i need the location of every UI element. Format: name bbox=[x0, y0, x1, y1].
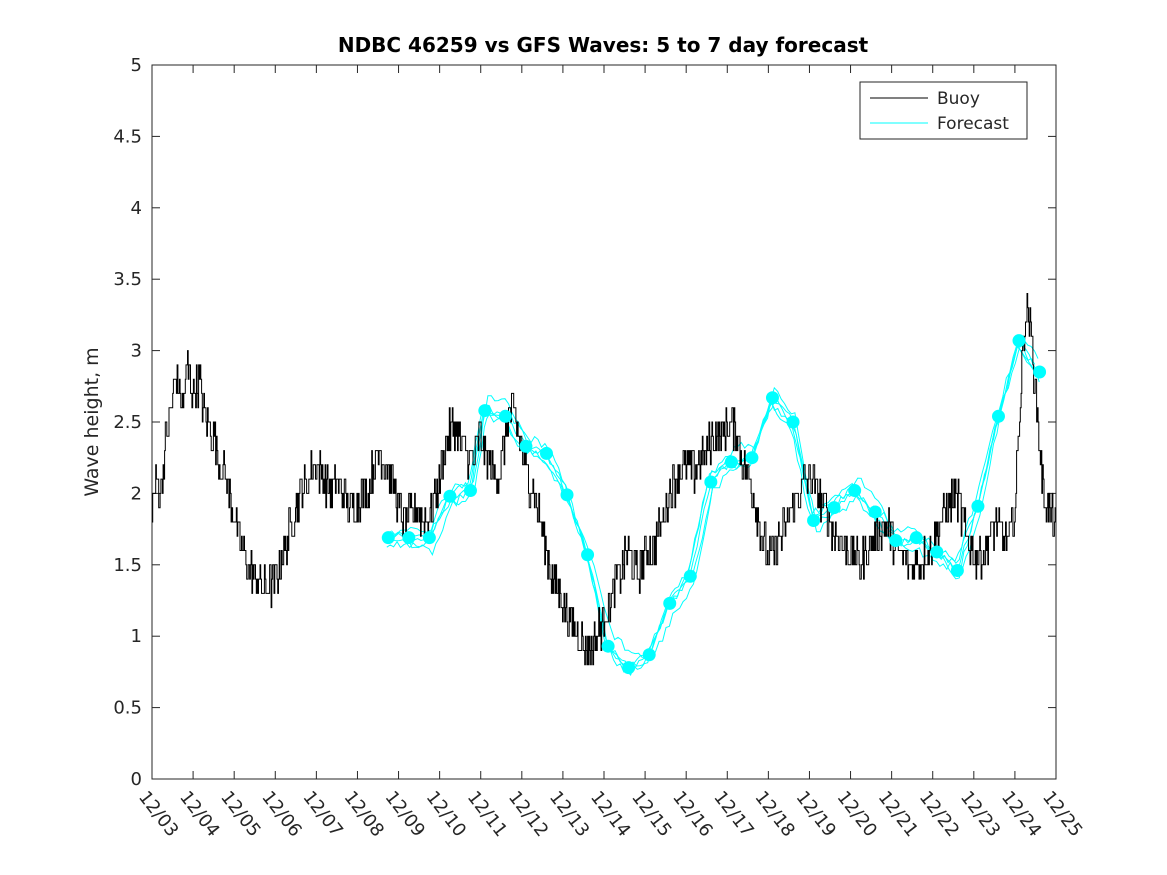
legend-box bbox=[859, 81, 1028, 140]
forecast-point bbox=[848, 484, 862, 498]
forecast-point bbox=[704, 475, 718, 489]
forecast-point bbox=[909, 531, 923, 545]
forecast-point bbox=[539, 446, 553, 460]
forecast-point bbox=[889, 534, 903, 548]
y-tick-label: 2 bbox=[131, 483, 142, 504]
forecast-point bbox=[1012, 334, 1026, 348]
forecast-point bbox=[745, 451, 759, 465]
chart-title: NDBC 46259 vs GFS Waves: 5 to 7 day fore… bbox=[338, 33, 869, 57]
forecast-point bbox=[422, 531, 436, 545]
forecast-point bbox=[601, 639, 615, 653]
forecast-point bbox=[868, 505, 882, 519]
forecast-point bbox=[724, 455, 738, 469]
forecast-point bbox=[519, 439, 533, 453]
y-tick-label: 4 bbox=[131, 198, 142, 219]
forecast-point bbox=[642, 648, 656, 662]
forecast-point bbox=[663, 596, 677, 610]
buoy-line bbox=[152, 293, 1056, 666]
forecast-point bbox=[827, 501, 841, 515]
forecast-point bbox=[463, 484, 477, 498]
y-axis-label: Wave height, m bbox=[81, 347, 103, 496]
forecast-point bbox=[478, 404, 492, 418]
legend-forecast-label: Forecast bbox=[937, 114, 1009, 134]
y-tick-label: 3.5 bbox=[113, 269, 142, 290]
forecast-point bbox=[807, 514, 821, 528]
forecast-point bbox=[991, 409, 1005, 423]
forecast-point bbox=[381, 531, 395, 545]
forecast-point bbox=[402, 531, 416, 545]
forecast-point bbox=[622, 661, 636, 675]
y-tick-label: 2.5 bbox=[113, 412, 142, 433]
y-tick-label: 4.5 bbox=[113, 126, 142, 147]
forecast-line bbox=[387, 337, 1037, 669]
forecast-point bbox=[971, 499, 985, 513]
y-tick-label: 1.5 bbox=[113, 555, 142, 576]
y-tick-label: 1 bbox=[131, 626, 142, 647]
y-tick-label: 0 bbox=[131, 769, 142, 790]
forecast-point bbox=[498, 409, 512, 423]
y-tick-label: 5 bbox=[131, 55, 142, 76]
forecast-point bbox=[581, 548, 595, 562]
forecast-point bbox=[1033, 365, 1047, 379]
forecast-point bbox=[930, 545, 944, 559]
forecast-point bbox=[786, 415, 800, 429]
forecast-point bbox=[765, 391, 779, 405]
forecast-line bbox=[391, 339, 1040, 659]
legend-buoy-label: Buoy bbox=[937, 89, 980, 109]
y-tick-label: 3 bbox=[131, 341, 142, 362]
forecast-point bbox=[560, 488, 574, 502]
forecast-point bbox=[950, 564, 964, 578]
legend: Buoy Forecast bbox=[859, 81, 1028, 140]
forecast-point bbox=[443, 489, 457, 503]
forecast-point bbox=[683, 569, 697, 583]
y-tick-label: 0.5 bbox=[113, 698, 142, 719]
